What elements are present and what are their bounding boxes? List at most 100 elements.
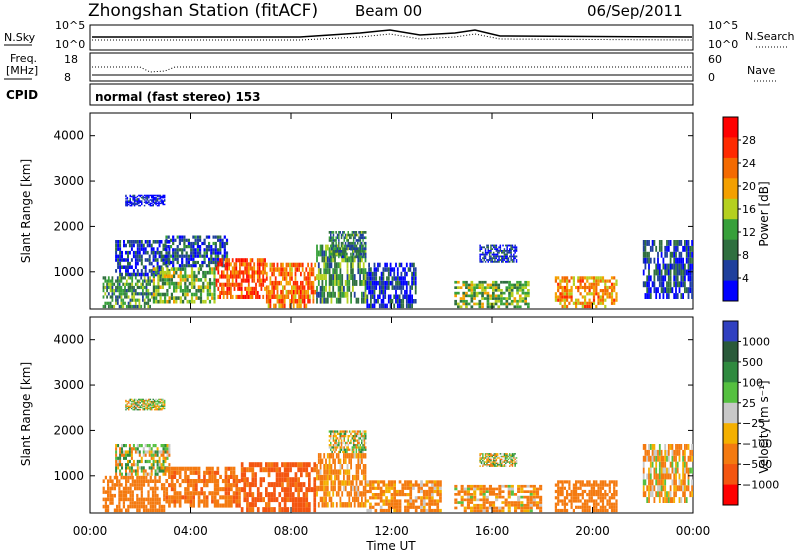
echo-cell [334, 430, 336, 433]
echo-cell [211, 267, 214, 271]
echo-cell [125, 483, 128, 487]
echo-cell [342, 250, 344, 253]
echo-cell [344, 441, 347, 445]
echo-cell [196, 235, 199, 239]
echo-cell [130, 203, 133, 206]
echo-cell [167, 260, 170, 265]
echo-cell [262, 294, 265, 299]
echo-cell [203, 260, 206, 265]
echo-cell [319, 285, 322, 292]
echo-cell [496, 248, 499, 250]
echo-cell [216, 503, 220, 508]
echo-cell [145, 403, 147, 405]
echo-cell [592, 486, 596, 490]
echo-cell [141, 406, 143, 409]
echo-cell [182, 267, 185, 271]
echo-cell [642, 473, 645, 480]
echo-cell [334, 464, 336, 470]
echo-cell [346, 464, 349, 470]
echo-cell [669, 263, 672, 270]
echo-cell [330, 448, 332, 451]
echo-cell [352, 252, 355, 256]
echo-cell [136, 447, 139, 451]
echo-cell [164, 278, 167, 282]
echo-cell [379, 508, 383, 513]
echo-cell [331, 241, 333, 245]
echo-cell [513, 454, 515, 456]
echo-cell [584, 483, 587, 487]
echo-cell [559, 282, 562, 286]
echo-cell [666, 251, 668, 258]
echo-cell [330, 239, 332, 242]
echo-cell [682, 293, 684, 299]
echo-cell [221, 282, 223, 287]
echo-cell [615, 493, 618, 497]
echo-cell [610, 289, 614, 293]
echo-cell [377, 496, 380, 500]
echo-cell [554, 279, 557, 283]
echo-cell [599, 499, 602, 503]
echo-cell [308, 477, 311, 483]
echo-cell [158, 404, 160, 406]
echo-cell [251, 270, 254, 275]
echo-cell [230, 503, 233, 508]
echo-cell [119, 472, 122, 476]
echo-cell [291, 271, 293, 277]
echo-cell [374, 496, 378, 500]
echo-cell [355, 432, 358, 435]
echo-cell [608, 499, 611, 503]
echo-cell [123, 453, 125, 457]
echo-cell [592, 480, 596, 484]
echo-cell [484, 255, 487, 258]
echo-cell [176, 235, 179, 239]
echo-cell [505, 465, 507, 467]
echo-cell [208, 270, 212, 275]
echo-cell [504, 484, 508, 488]
echo-cell [136, 250, 139, 255]
echo-cell [346, 247, 348, 250]
echo-cell [361, 252, 363, 256]
echo-cell [554, 295, 557, 299]
echo-cell [577, 486, 580, 490]
echo-cell [160, 508, 164, 513]
echo-cell [510, 458, 512, 461]
echo-cell [454, 484, 458, 488]
echo-cell [230, 470, 233, 475]
echo-cell [148, 269, 151, 273]
echo-cell [393, 486, 396, 490]
echo-cell [156, 240, 159, 244]
echo-cell [330, 233, 332, 237]
echo-cell [129, 504, 132, 509]
echo-cell [586, 483, 589, 487]
echo-cell [364, 491, 367, 497]
echo-cell [502, 461, 504, 463]
echo-cell [341, 285, 344, 292]
echo-cell [146, 408, 149, 411]
echo-cell [343, 435, 345, 438]
echo-cell [175, 281, 178, 286]
echo-cell [328, 439, 331, 442]
echo-cell [231, 278, 234, 283]
echo-cell [352, 247, 355, 250]
echo-cell [140, 292, 143, 296]
echo-cell [601, 508, 605, 513]
echo-cell [359, 255, 362, 259]
echo-cell [373, 303, 376, 309]
echo-cell [150, 466, 153, 470]
echo-cell [297, 507, 300, 513]
echo-cell [146, 404, 149, 406]
echo-cell [561, 499, 564, 503]
echo-cell [222, 282, 225, 287]
echo-cell [152, 240, 155, 244]
echo-cell [119, 243, 122, 248]
echo-cell [212, 251, 215, 255]
echo-cell [662, 281, 665, 288]
echo-cell [149, 398, 152, 401]
echo-cell [152, 274, 155, 279]
echo-cell [141, 202, 143, 205]
echo-cell [116, 475, 119, 480]
echo-cell [305, 472, 309, 478]
echo-cell [149, 292, 151, 296]
echo-cell [123, 444, 125, 448]
